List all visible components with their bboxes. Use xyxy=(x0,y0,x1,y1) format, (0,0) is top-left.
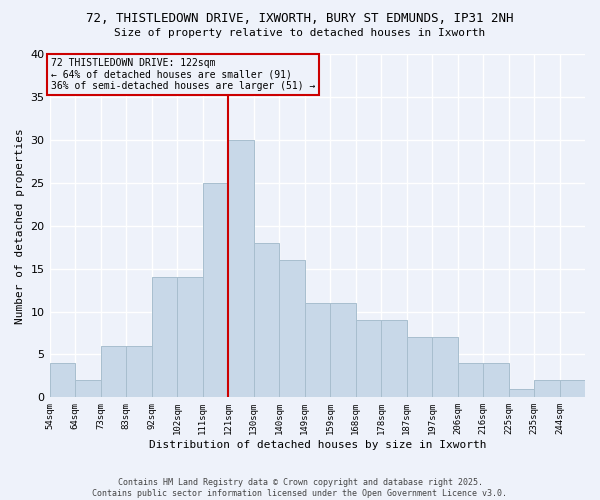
Bar xyxy=(279,260,305,398)
Bar xyxy=(458,363,483,398)
Bar xyxy=(381,320,407,398)
Bar xyxy=(50,363,75,398)
X-axis label: Distribution of detached houses by size in Ixworth: Distribution of detached houses by size … xyxy=(149,440,486,450)
Bar xyxy=(585,380,600,398)
Bar xyxy=(228,140,254,398)
Bar xyxy=(560,380,585,398)
Bar xyxy=(177,277,203,398)
Bar xyxy=(330,303,356,398)
Text: 72 THISTLEDOWN DRIVE: 122sqm
← 64% of detached houses are smaller (91)
36% of se: 72 THISTLEDOWN DRIVE: 122sqm ← 64% of de… xyxy=(51,58,316,92)
Bar xyxy=(432,337,458,398)
Bar xyxy=(203,182,228,398)
Bar xyxy=(152,277,177,398)
Text: Size of property relative to detached houses in Ixworth: Size of property relative to detached ho… xyxy=(115,28,485,38)
Bar xyxy=(101,346,126,398)
Bar xyxy=(509,389,534,398)
Bar xyxy=(254,243,279,398)
Text: 72, THISTLEDOWN DRIVE, IXWORTH, BURY ST EDMUNDS, IP31 2NH: 72, THISTLEDOWN DRIVE, IXWORTH, BURY ST … xyxy=(86,12,514,26)
Y-axis label: Number of detached properties: Number of detached properties xyxy=(15,128,25,324)
Bar xyxy=(534,380,560,398)
Bar xyxy=(75,380,101,398)
Text: Contains HM Land Registry data © Crown copyright and database right 2025.
Contai: Contains HM Land Registry data © Crown c… xyxy=(92,478,508,498)
Bar xyxy=(483,363,509,398)
Bar xyxy=(356,320,381,398)
Bar xyxy=(407,337,432,398)
Bar xyxy=(305,303,330,398)
Bar xyxy=(126,346,152,398)
